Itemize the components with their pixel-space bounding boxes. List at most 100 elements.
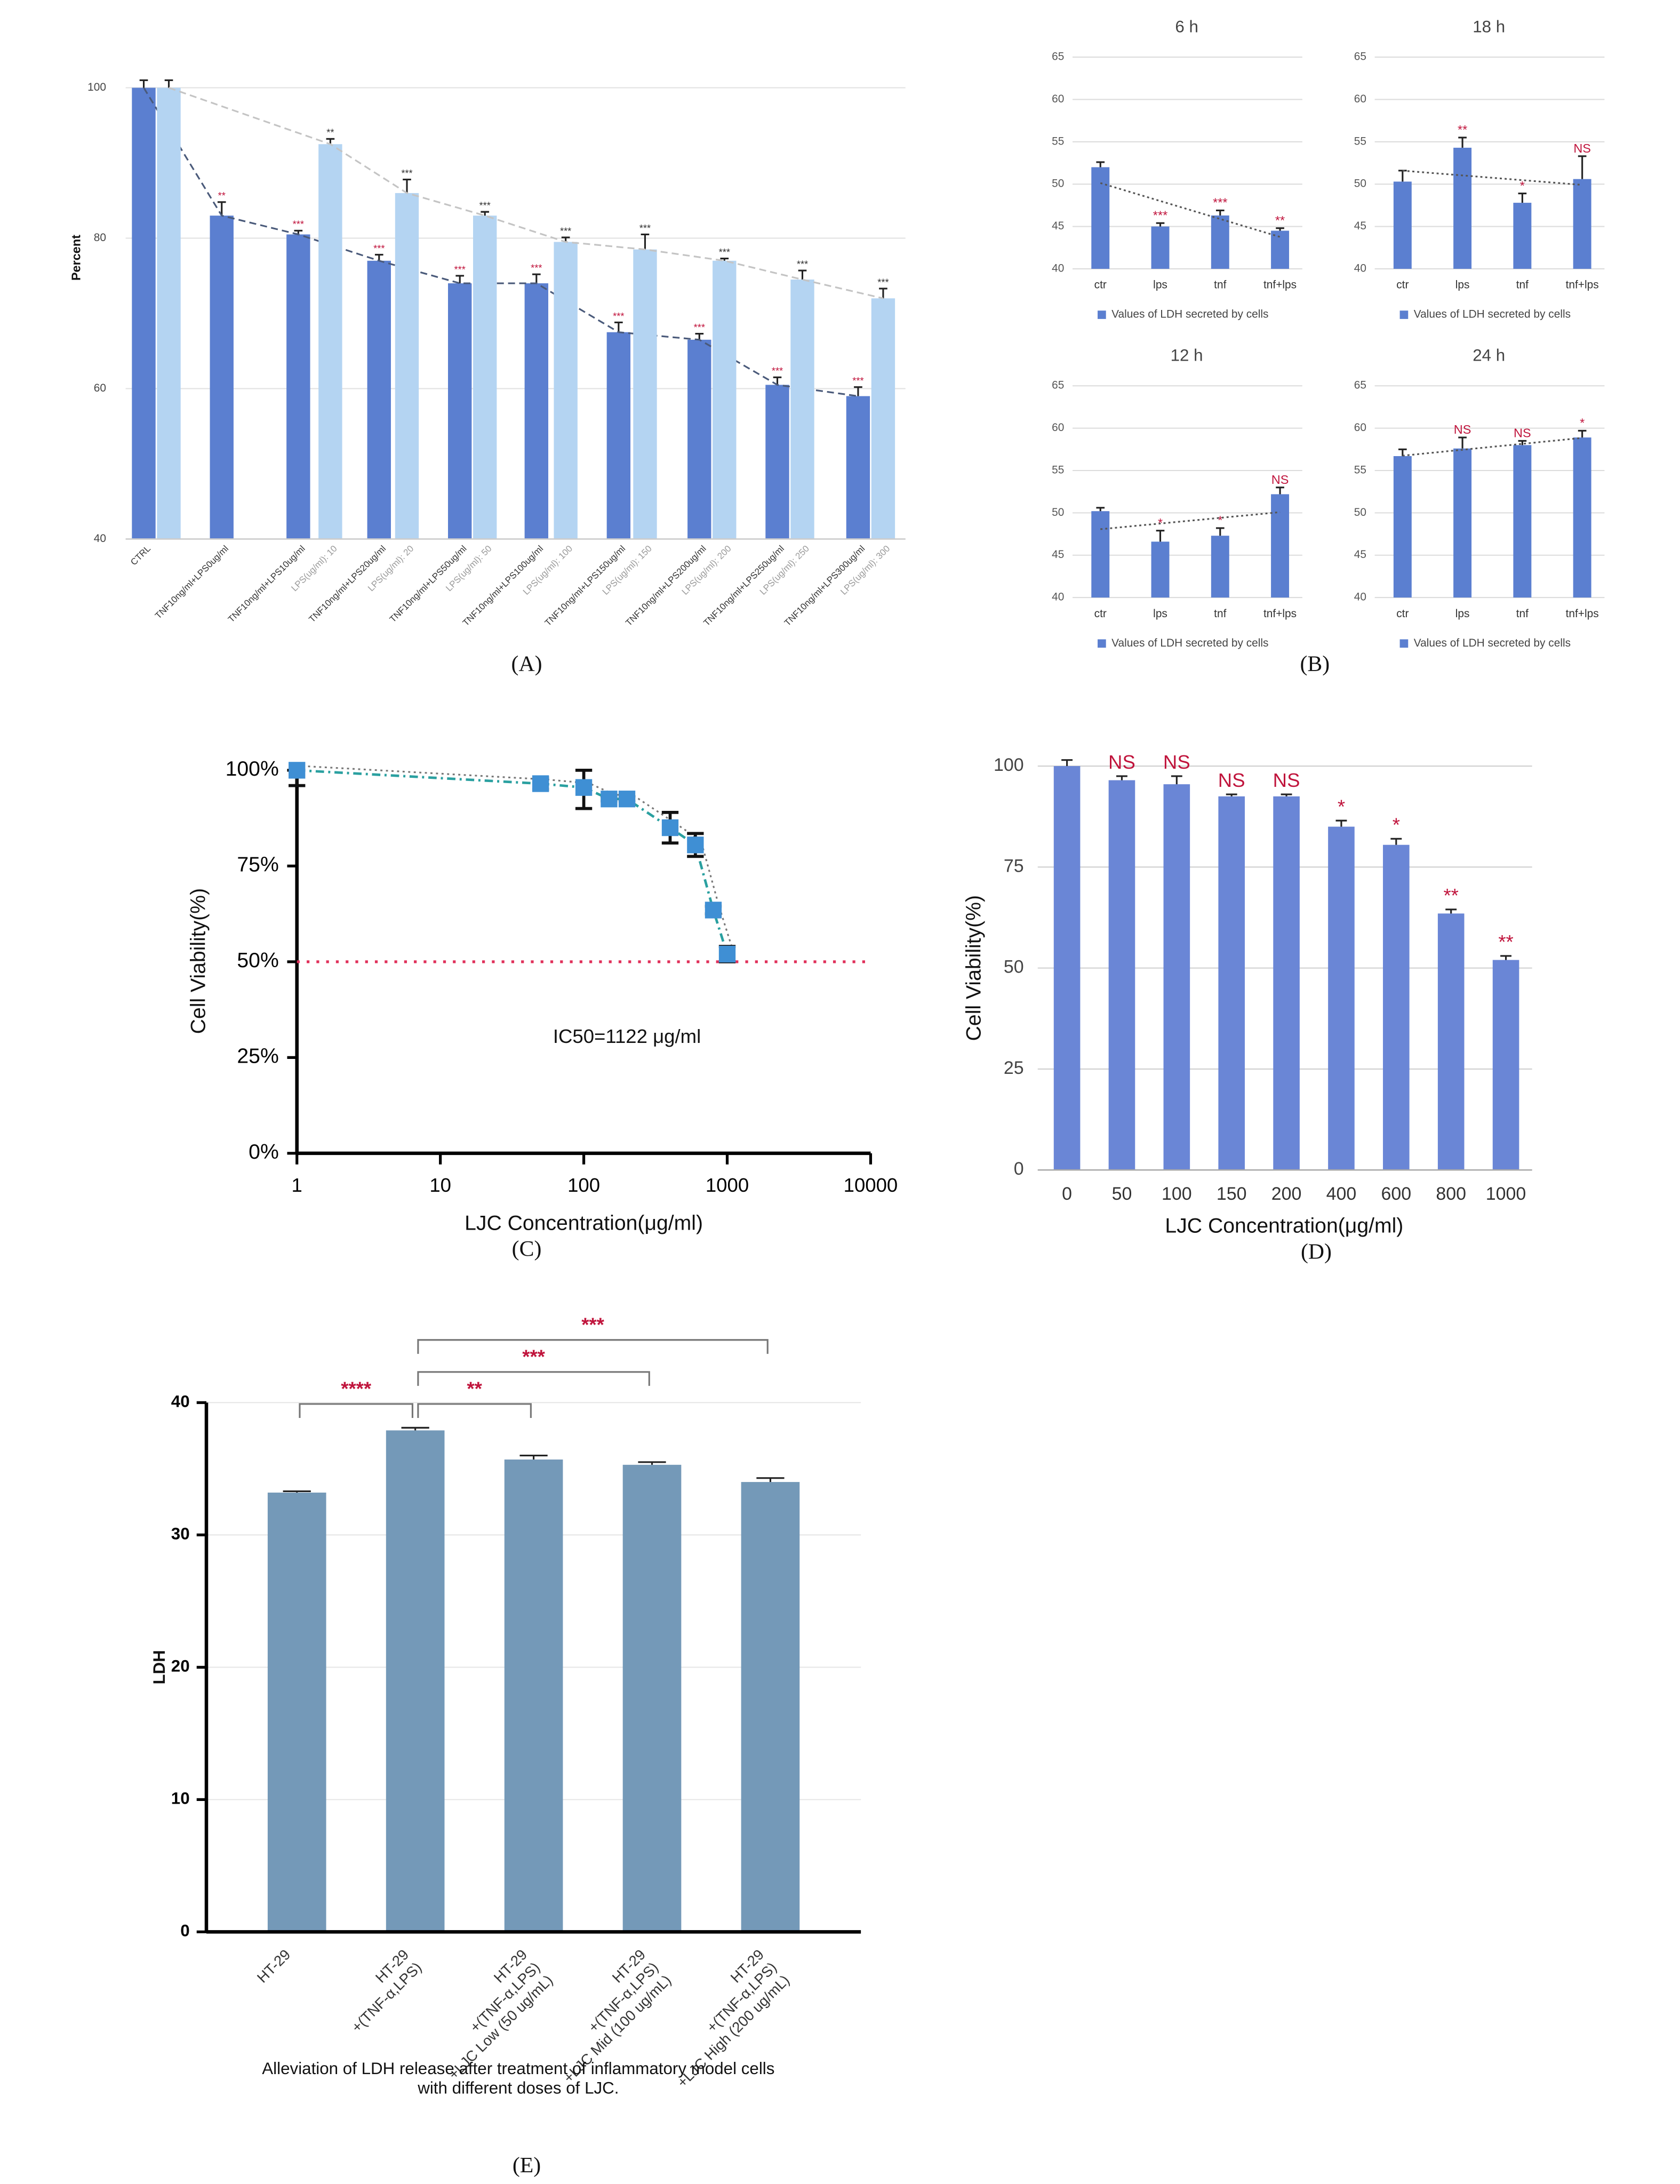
y-tick-label: 65 bbox=[1354, 51, 1366, 63]
bar bbox=[157, 87, 181, 539]
bar bbox=[1091, 511, 1110, 598]
legend-label: Values of LDH secreted by cells bbox=[1111, 637, 1268, 649]
bar bbox=[1393, 181, 1412, 269]
significance-label: *** bbox=[1153, 208, 1167, 222]
bar bbox=[286, 234, 310, 539]
y-tick-label: 60 bbox=[94, 382, 106, 394]
trend-line bbox=[168, 87, 884, 299]
bar bbox=[1573, 437, 1591, 598]
panel-label: (C) bbox=[512, 1237, 542, 1261]
legend-label: Values of LDH secreted by cells bbox=[1414, 308, 1571, 321]
significance-label: *** bbox=[293, 219, 304, 230]
panel-label: (E) bbox=[513, 2153, 541, 2178]
data-point bbox=[618, 791, 636, 808]
significance-label: *** bbox=[639, 222, 651, 234]
x-tick-label: 10 bbox=[429, 1174, 451, 1196]
trend-line bbox=[1100, 511, 1281, 530]
significance-label: **** bbox=[341, 1377, 372, 1399]
bar bbox=[1453, 448, 1472, 598]
data-point bbox=[601, 791, 618, 808]
significance-label: *** bbox=[772, 365, 783, 377]
legend-swatch bbox=[1098, 639, 1106, 648]
chart-title: 18 h bbox=[1473, 18, 1505, 36]
y-tick-label: 0 bbox=[180, 1922, 189, 1940]
bar bbox=[846, 396, 870, 539]
y-tick-label: 60 bbox=[1354, 421, 1366, 434]
data-point bbox=[289, 762, 306, 779]
bar bbox=[1383, 844, 1410, 1170]
significance-label: *** bbox=[531, 262, 542, 274]
significance-label: ** bbox=[218, 190, 226, 201]
trend-line bbox=[143, 87, 859, 397]
significance-label: NS bbox=[1218, 769, 1245, 791]
bar bbox=[1091, 167, 1110, 269]
y-tick-label: 75% bbox=[237, 854, 278, 876]
significance-label: NS bbox=[1454, 423, 1471, 436]
trend-line bbox=[1402, 170, 1582, 186]
y-tick-label: 45 bbox=[1052, 548, 1064, 561]
significance-label: NS bbox=[1514, 426, 1531, 440]
bar bbox=[1053, 766, 1081, 1170]
y-tick-label: 20 bbox=[171, 1657, 190, 1676]
bar bbox=[1573, 179, 1591, 269]
y-tick-label: 25 bbox=[1004, 1058, 1024, 1078]
x-tick-label: lps bbox=[1455, 279, 1470, 291]
bar bbox=[765, 385, 789, 539]
x-tick-label: tnf bbox=[1214, 608, 1226, 620]
y-tick-label: 40 bbox=[1354, 262, 1366, 274]
y-tick-label: 50 bbox=[1004, 957, 1024, 977]
y-tick-label: 60 bbox=[1052, 93, 1064, 105]
x-tick-label: tnf bbox=[1214, 279, 1226, 291]
data-point bbox=[705, 902, 722, 919]
significance-label: * bbox=[1393, 814, 1400, 835]
significance-label: ** bbox=[467, 1377, 482, 1399]
bar bbox=[1513, 445, 1532, 598]
significance-label: NS bbox=[1271, 473, 1289, 487]
significance-label: *** bbox=[694, 322, 705, 333]
bar bbox=[367, 260, 391, 539]
y-tick-label: 10 bbox=[171, 1789, 190, 1808]
bar bbox=[504, 1459, 563, 1932]
significance-label: *** bbox=[797, 258, 808, 269]
comparison-bracket bbox=[417, 1371, 650, 1386]
bar bbox=[1151, 541, 1170, 598]
y-tick-label: 55 bbox=[1052, 135, 1064, 147]
bar bbox=[1492, 960, 1519, 1170]
bar bbox=[790, 280, 814, 539]
bar bbox=[633, 249, 657, 539]
x-tick-label: ctr bbox=[1396, 279, 1409, 291]
significance-label: NS bbox=[1573, 141, 1591, 155]
bar bbox=[1273, 796, 1300, 1170]
bar bbox=[1513, 203, 1532, 269]
y-tick-label: 55 bbox=[1354, 464, 1366, 476]
data-point bbox=[532, 775, 549, 792]
bar bbox=[741, 1482, 800, 1932]
bar bbox=[1211, 215, 1229, 269]
y-tick-label: 55 bbox=[1052, 464, 1064, 476]
bar bbox=[448, 283, 472, 539]
y-tick-label: 25% bbox=[237, 1045, 278, 1068]
x-tick-label: 1000 bbox=[706, 1174, 749, 1196]
bar bbox=[1437, 913, 1465, 1170]
x-tick-label: 10000 bbox=[844, 1174, 898, 1196]
significance-label: NS bbox=[1163, 751, 1190, 773]
trend-line bbox=[1402, 437, 1582, 457]
x-tick-label: ctr bbox=[1094, 608, 1107, 620]
caption: with different doses of LJC. bbox=[417, 2079, 619, 2098]
y-tick-label: 55 bbox=[1354, 135, 1366, 147]
y-tick-label: 0 bbox=[1014, 1159, 1024, 1179]
x-tick-label: lps bbox=[1153, 279, 1167, 291]
legend-label: Values of LDH secreted by cells bbox=[1111, 308, 1268, 321]
significance-label: *** bbox=[852, 375, 863, 386]
significance-label: *** bbox=[719, 246, 730, 258]
data-point bbox=[718, 945, 736, 963]
panel-label: (A) bbox=[511, 652, 542, 676]
x-tick-label: 150 bbox=[1217, 1184, 1247, 1204]
bar bbox=[1453, 147, 1472, 269]
y-axis-title: LDH bbox=[150, 1650, 169, 1684]
bar bbox=[318, 144, 342, 539]
y-tick-label: 100 bbox=[994, 755, 1024, 775]
annotation: IC50=1122 μg/ml bbox=[553, 1025, 701, 1047]
significance-label: *** bbox=[1213, 196, 1227, 210]
y-tick-label: 50% bbox=[237, 949, 278, 972]
